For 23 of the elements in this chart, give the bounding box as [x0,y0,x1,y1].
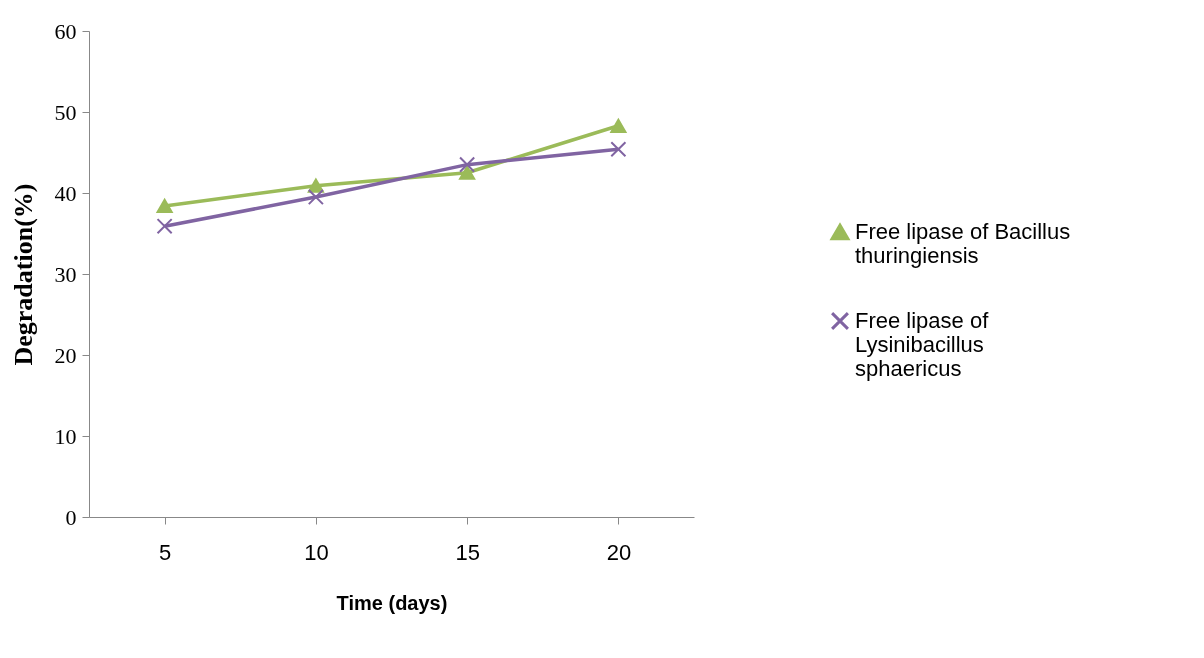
x-axis-title: Time (days) [336,591,448,614]
y-tick-label: 20 [54,342,77,368]
point [610,118,627,133]
x-tick-label: 20 [606,539,632,565]
y-axis-title: Degradation(%) [8,183,38,366]
x-tick-label: 15 [455,539,480,565]
x-tick-label: 10 [304,539,329,565]
y-tick-label: 0 [65,504,77,530]
y-tick-label: 10 [54,423,77,449]
point [459,165,476,180]
point [307,178,324,193]
y-tick-label: 40 [54,180,77,206]
point [307,188,324,206]
y-tick-label: 50 [54,99,77,125]
point [610,141,627,158]
y-tick-label: 60 [54,18,77,44]
x-tick-label: 5 [159,539,172,565]
point [156,218,173,235]
point [459,156,476,173]
point [156,198,173,214]
y-tick-label: 30 [54,261,77,287]
legend-label: Free lipase of Bacillus thuringiensis [855,219,1071,268]
legend-label: Free lipase of Lysinibacillus sphaericus [855,308,990,381]
